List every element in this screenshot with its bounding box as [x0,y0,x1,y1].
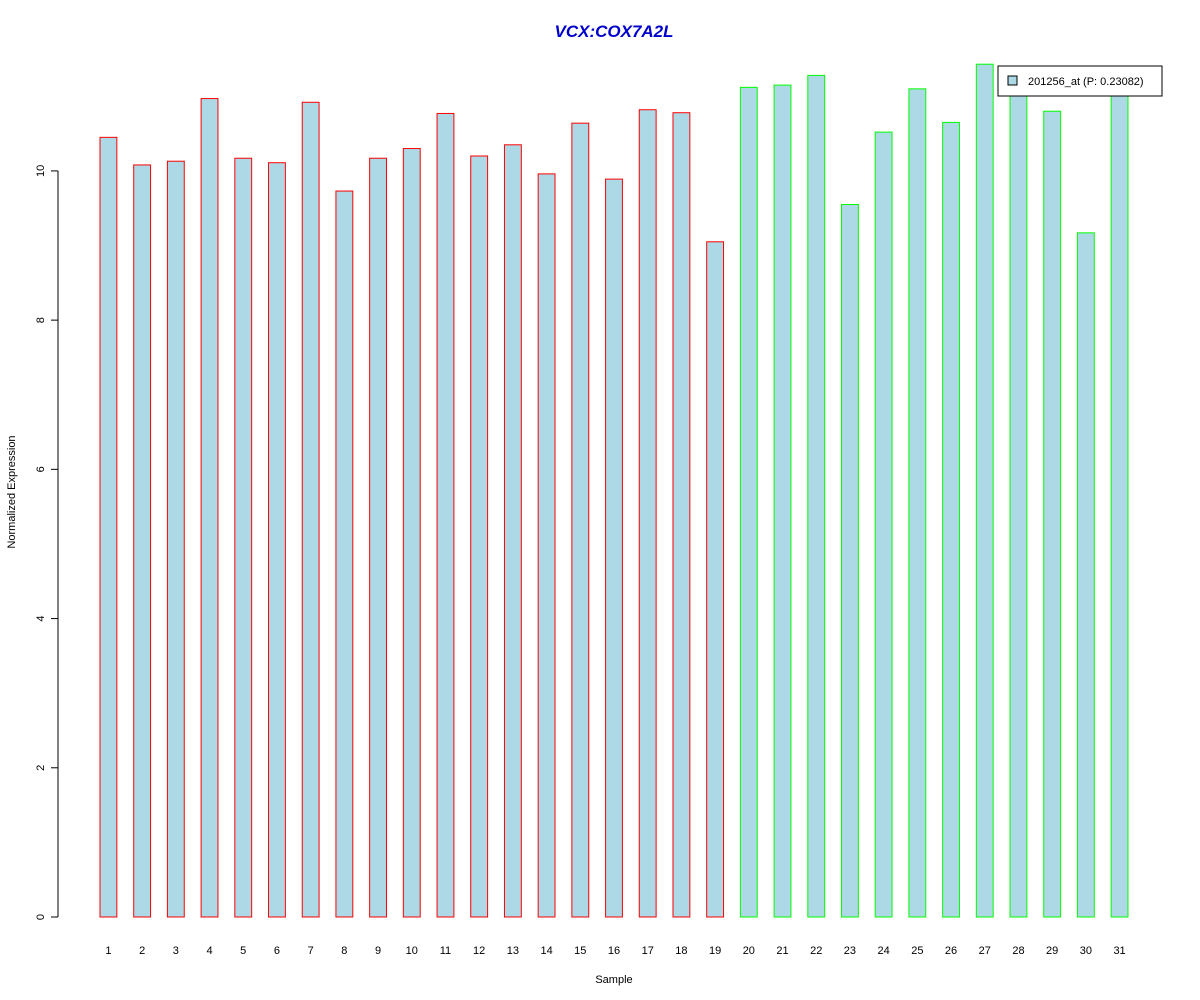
x-tick-label: 11 [440,945,451,957]
x-tick-label: 8 [341,945,347,957]
x-tick-label: 29 [1046,945,1058,957]
x-tick-label: 15 [574,945,586,957]
bar-sample-17 [638,109,657,918]
bar-sample-3 [166,160,185,918]
y-axis-label: Normalized Expression [6,435,18,548]
x-tick-label: 28 [1012,945,1024,957]
bar-sample-25 [908,88,927,918]
bar-sample-13 [503,144,522,918]
bar-sample-21 [773,84,792,918]
x-tick-label: 6 [274,945,280,957]
y-tick-label: 2 [35,765,47,771]
x-tick-label: 17 [642,945,654,957]
x-tick-label: 20 [743,945,755,957]
bar-sample-16 [605,178,623,918]
x-tick-label: 24 [878,945,890,957]
x-tick-label: 23 [844,945,856,957]
bar-sample-6 [268,162,286,918]
x-tick-label: 2 [139,945,145,957]
y-tick-label: 8 [35,317,47,323]
bar-sample-28 [1009,92,1028,918]
bar-sample-15 [571,122,590,918]
bar-sample-1 [99,136,118,918]
x-tick-label: 16 [608,945,620,957]
x-tick-label: 5 [240,945,246,957]
x-tick-label: 19 [709,945,721,957]
bar-sample-30 [1076,232,1095,918]
x-tick-labels: 1 2 3 4 5 6 7 8 9 10 11 12 13 14 15 16 17 18 19 20 21 22 23 24 2… [105,945,1125,957]
x-tick-label: 21 [776,945,788,957]
x-tick-label: 13 [507,945,519,957]
bar-sample-12 [470,155,489,918]
bar-sample-26 [942,121,960,918]
legend: 201256_at (P: 0.23082) [997,65,1163,97]
bar-sample-5 [234,157,253,918]
bar-sample-8 [335,190,354,918]
bar-sample-11 [436,112,455,918]
x-tick-label: 10 [406,945,418,957]
x-tick-label: 3 [173,945,179,957]
bar-sample-29 [1043,110,1062,918]
x-tick-label: 4 [206,945,212,957]
x-tick-label: 25 [911,945,923,957]
x-tick-label: 30 [1080,945,1092,957]
bar-sample-14 [537,173,556,918]
bar-sample-2 [133,164,152,918]
x-tick-label: 31 [1113,945,1125,957]
bar-sample-18 [672,112,691,918]
bar-sample-31 [1110,92,1129,918]
bar-sample-10 [402,148,421,918]
x-tick-label: 12 [473,945,485,957]
bar-sample-9 [369,157,387,918]
y-axis: 0 2 4 6 8 10 [35,165,59,920]
bar-sample-7 [301,101,320,918]
x-tick-label: 22 [810,945,822,957]
legend-box [997,65,1163,97]
x-tick-label: 27 [979,945,991,957]
y-tick-label: 10 [35,165,47,177]
y-tick-label: 6 [35,466,47,472]
x-tick-label: 14 [540,945,552,957]
bar-sample-22 [807,74,826,918]
bar-sample-19 [706,241,725,918]
x-tick-label: 9 [375,945,381,957]
bars [99,63,1129,918]
x-tick-label: 1 [105,945,111,957]
chart-title: VCX:COX7A2L [554,22,673,41]
x-axis-label: Sample [595,974,632,986]
x-tick-label: 26 [945,945,957,957]
legend-label: 201256_at (P: 0.23082) [1028,76,1144,88]
y-tick-label: 4 [35,616,47,622]
y-tick-label: 0 [35,914,47,920]
bar-sample-4 [200,98,219,918]
bar-sample-27 [975,63,994,918]
legend-swatch [1007,75,1018,86]
x-tick-label: 7 [308,945,314,957]
bar-sample-23 [841,203,859,918]
bar-sample-24 [874,131,893,918]
bar-sample-20 [739,86,758,918]
x-tick-label: 18 [675,945,687,957]
